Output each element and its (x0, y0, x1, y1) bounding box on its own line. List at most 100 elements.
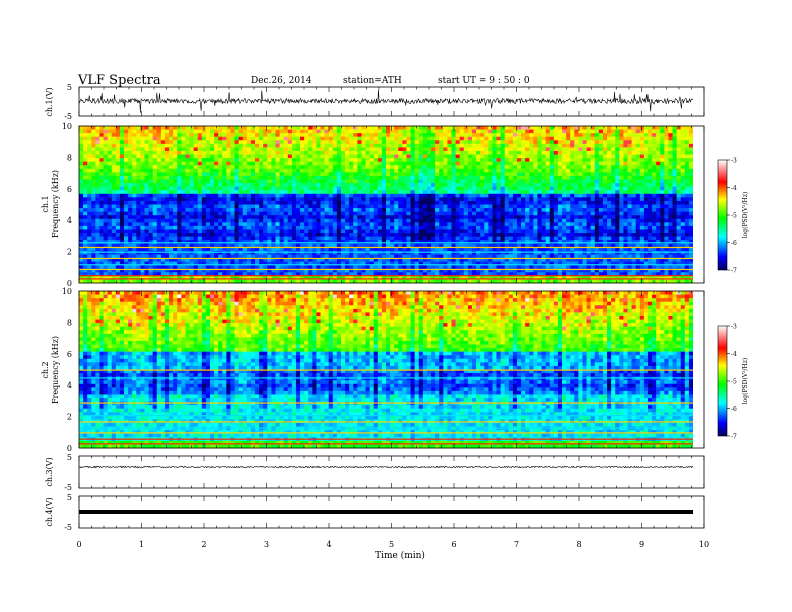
spectrogram-cell (164, 129, 170, 134)
spectrogram-cell (197, 179, 203, 184)
spectrogram-cell (312, 179, 317, 184)
spectrogram-cell (652, 204, 657, 209)
spectrogram-cell (140, 136, 145, 141)
spectrogram-cell (205, 190, 211, 195)
spectrogram-cell (107, 229, 113, 234)
spectrogram-cell (562, 183, 567, 188)
spectrogram-cell (447, 222, 452, 227)
spectrogram-cell (115, 172, 121, 177)
spectrogram-cell (312, 215, 317, 220)
spectrogram-cell (627, 193, 632, 198)
spectrogram-cell (590, 200, 596, 205)
spectrogram-cell (259, 133, 264, 138)
spectrogram-cell (124, 179, 129, 184)
spectrogram-cell (541, 183, 547, 188)
spectrogram-cell (369, 168, 375, 173)
spectrogram-cell (226, 204, 231, 209)
spectrogram-cell (361, 218, 366, 223)
spectrogram-cell (250, 161, 256, 166)
spectrogram-cell (443, 154, 448, 159)
spectrogram-cell (504, 161, 510, 166)
spectrogram-cell (308, 154, 313, 159)
spectrogram-cell (459, 172, 465, 177)
spectrogram-cell (627, 172, 632, 177)
spectrogram-cell (406, 193, 411, 198)
spectrogram-cell (336, 218, 342, 223)
spectrogram-cell (525, 229, 530, 234)
spectrogram-cell (197, 204, 203, 209)
spectrogram-cell (476, 229, 481, 234)
spectrogram-cell (549, 126, 555, 130)
figure-title: VLF Spectra (77, 73, 161, 88)
spectrogram-cell (152, 154, 158, 159)
spectrogram-cell (234, 211, 240, 216)
spectrogram-cell (345, 190, 350, 195)
spectrogram-cell (201, 133, 207, 138)
spectrogram-cell (504, 200, 510, 205)
spectrogram-cell (132, 165, 137, 170)
spectrogram-cell (169, 222, 174, 227)
spectrogram-cell (332, 197, 338, 202)
spectrogram-cell (79, 126, 84, 130)
spectrogram-cell (455, 165, 461, 170)
spectrogram-cell (193, 165, 199, 170)
spectrogram-cell (480, 222, 485, 227)
spectrogram-cell (590, 236, 596, 241)
spectrogram-cell (668, 158, 673, 163)
spectrogram-cell (467, 143, 473, 148)
spectrogram-cell (394, 222, 399, 227)
spectrogram-cell (263, 222, 268, 227)
spectrogram-cell (631, 161, 637, 166)
spectrogram-cell (414, 225, 420, 230)
spectrogram-cell (652, 200, 657, 205)
spectrogram-cell (144, 208, 149, 213)
spectrogram-cell (496, 161, 502, 166)
spectrogram-cell (439, 215, 444, 220)
spectrogram-cell (136, 165, 141, 170)
spectrogram-cell (455, 147, 461, 152)
spectrogram-cell (79, 204, 84, 209)
spectrogram-cell (553, 133, 559, 138)
spectrogram-cell (418, 136, 424, 141)
spectrogram-cell (586, 172, 592, 177)
spectrogram-cell (87, 211, 92, 216)
spectrogram-cell (525, 126, 530, 130)
spectrogram-cell (594, 165, 600, 170)
spectrogram-cell (160, 225, 166, 230)
spectrogram-cell (639, 161, 645, 166)
spectrogram-cell (549, 129, 555, 134)
spectrogram-cell (107, 140, 113, 145)
spectrogram-cell (328, 126, 334, 130)
spectrogram-cell (537, 222, 542, 227)
spectrogram-cell (234, 179, 240, 184)
spectrogram-cell (492, 222, 497, 227)
spectrogram-cell (570, 200, 575, 205)
spectrogram-cell (197, 229, 203, 234)
spectrogram-cell (512, 143, 518, 148)
spectrogram-cell (586, 175, 592, 180)
spectrogram-cell (132, 154, 137, 159)
spectrogram-cell (652, 165, 657, 170)
spectrogram-cell (394, 161, 399, 166)
spectrogram-cell (173, 218, 178, 223)
spectrogram-cell (169, 186, 174, 191)
spectrogram-cell (103, 150, 109, 155)
spectrogram-cell (99, 168, 104, 173)
spectrogram-cell (128, 218, 133, 223)
spectrogram-cell (144, 147, 149, 152)
spectrogram-cell (557, 208, 563, 213)
spectrogram-cell (140, 186, 145, 191)
spectrogram-cell (201, 172, 207, 177)
spectrogram-cell (688, 200, 694, 205)
spectrogram-cell (91, 154, 96, 159)
spectrogram-cell (508, 154, 514, 159)
spectrogram-cell (566, 147, 571, 152)
spectrogram-cell (656, 133, 661, 138)
spectrogram-cell (394, 133, 399, 138)
spectrogram-cell (590, 193, 596, 198)
spectrogram-cell (447, 225, 452, 230)
spectrogram-cell (99, 140, 104, 145)
spectrogram-cell (99, 158, 104, 163)
spectrogram-cell (615, 204, 620, 209)
spectrogram-cell (79, 143, 84, 148)
